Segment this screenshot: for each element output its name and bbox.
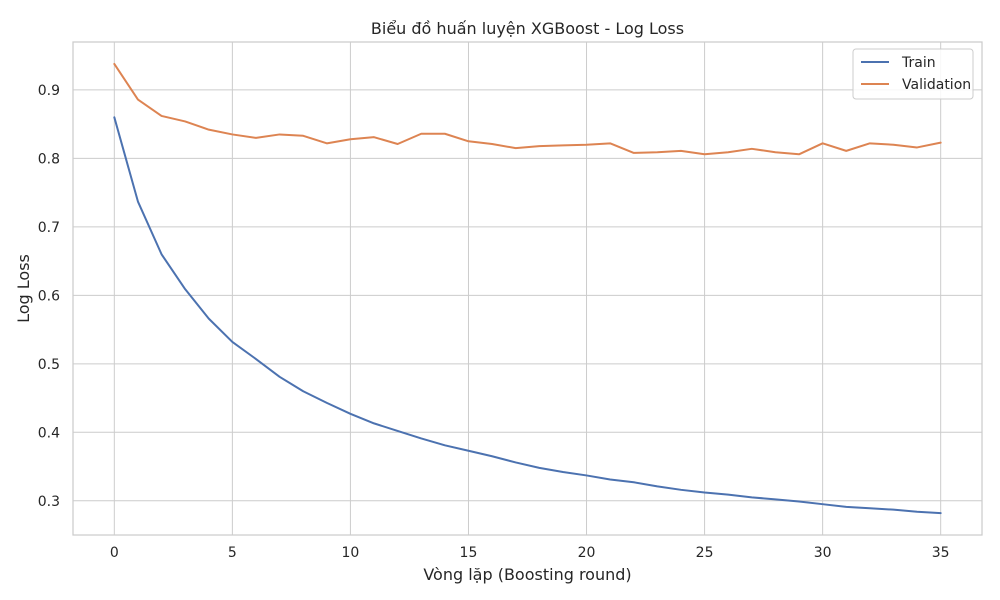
x-tick-label: 0 [110,545,119,561]
chart-title: Biểu đồ huấn luyện XGBoost - Log Loss [371,19,684,38]
y-tick-label: 0.6 [38,288,60,304]
x-tick-label: 25 [696,545,714,561]
legend: Train Validation [852,48,974,100]
x-tick-label: 20 [578,545,596,561]
legend-label-train: Train [901,55,936,71]
grid [73,42,982,535]
y-tick-label: 0.5 [38,357,60,373]
y-axis-title: Log Loss [14,254,33,323]
x-tick-label: 35 [932,545,950,561]
y-tick-label: 0.7 [38,220,60,236]
plot-area-frame [72,41,983,536]
x-axis-title: Vòng lặp (Boosting round) [423,565,631,584]
y-tick-labels: 0.3 0.4 0.5 0.6 0.7 0.8 0.9 [38,83,60,510]
series-layer [113,62,942,515]
series-line-train [113,116,942,515]
x-tick-label: 5 [228,545,237,561]
x-tick-label: 10 [342,545,360,561]
y-tick-label: 0.9 [38,83,60,99]
x-tick-label: 30 [814,545,832,561]
y-tick-label: 0.4 [38,425,60,441]
y-tick-label: 0.8 [38,151,60,167]
series-line-validation [113,62,942,156]
y-tick-label: 0.3 [38,494,60,510]
x-tick-labels: 0 5 10 15 20 25 30 35 [110,545,950,561]
legend-label-validation: Validation [902,77,971,93]
x-tick-label: 15 [460,545,478,561]
